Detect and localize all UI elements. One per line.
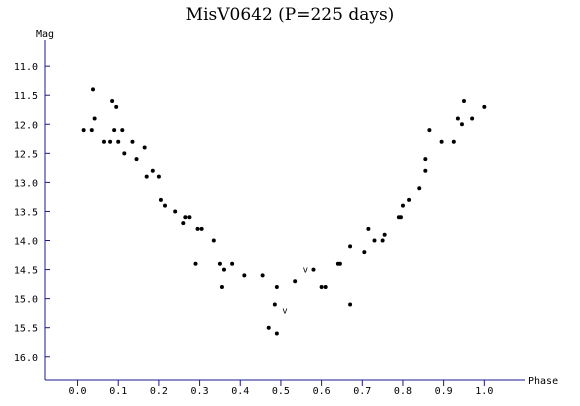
- data-point: [163, 203, 167, 208]
- y-tick-label: 15.0: [14, 295, 38, 306]
- data-point: [187, 215, 192, 220]
- data-points: [81, 87, 487, 336]
- data-point: [455, 116, 460, 121]
- x-tick-label: 0.8: [394, 386, 412, 397]
- data-point: [398, 215, 403, 220]
- y-tick-label: 14.5: [14, 266, 38, 277]
- data-point: [144, 174, 149, 179]
- data-point: [323, 285, 328, 290]
- data-point: [348, 244, 353, 249]
- data-point: [156, 174, 161, 179]
- data-point: [221, 267, 226, 272]
- data-point: [274, 331, 279, 336]
- data-point: [122, 151, 127, 156]
- x-ticks: 0.0 0.1 0.2 0.3 0.4 0.5 0.6 0.7 0.8 0.9 1.0: [69, 380, 493, 397]
- data-point: [195, 226, 200, 231]
- x-tick-label: 0.4: [231, 386, 249, 397]
- y-tick-label: 11.5: [14, 91, 38, 102]
- data-point: [272, 302, 277, 307]
- data-point: [150, 168, 155, 173]
- y-tick-label: 16.0: [14, 353, 38, 364]
- data-point: [293, 279, 298, 284]
- y-tick-label: 12.5: [14, 149, 38, 160]
- data-point: [116, 139, 121, 144]
- data-point: [461, 99, 466, 104]
- upper-limit-marker: v: [303, 266, 308, 276]
- data-point: [266, 325, 271, 330]
- data-point: [81, 128, 86, 133]
- data-point: [110, 99, 115, 104]
- data-point: [274, 285, 279, 290]
- data-point: [112, 128, 117, 133]
- data-point: [219, 285, 224, 290]
- x-tick-label: 0.3: [191, 386, 209, 397]
- data-point: [348, 302, 353, 307]
- data-point: [120, 128, 125, 133]
- y-axis-label: Mag: [36, 29, 54, 40]
- chart-title: MisV0642 (P=225 days): [186, 5, 395, 25]
- x-tick-label: 1.0: [475, 386, 493, 397]
- data-point: [439, 139, 444, 144]
- data-point: [423, 168, 428, 173]
- x-tick-label: 0.0: [69, 386, 87, 397]
- data-point: [400, 203, 405, 208]
- data-point: [101, 139, 106, 144]
- data-point: [417, 186, 422, 191]
- data-point: [193, 261, 198, 266]
- x-axis-label: Phase: [528, 376, 558, 387]
- data-point: [382, 232, 387, 237]
- data-point: [130, 139, 135, 144]
- x-tick-label: 0.7: [353, 386, 371, 397]
- x-tick-label: 0.9: [435, 386, 453, 397]
- data-point: [362, 250, 367, 255]
- data-point: [451, 139, 456, 144]
- y-tick-label: 13.5: [14, 207, 38, 218]
- y-tick-label: 11.0: [14, 62, 38, 73]
- data-point: [230, 261, 235, 266]
- x-tick-label: 0.5: [272, 386, 290, 397]
- data-point: [114, 104, 119, 109]
- y-tick-label: 14.0: [14, 237, 38, 248]
- data-point: [372, 238, 377, 243]
- x-tick-label: 0.1: [109, 386, 127, 397]
- data-point: [89, 128, 94, 133]
- data-point: [482, 104, 487, 109]
- data-point: [319, 285, 324, 290]
- data-point: [134, 157, 139, 162]
- y-tick-label: 13.0: [14, 178, 38, 189]
- data-point: [260, 273, 265, 278]
- data-point: [427, 128, 432, 133]
- data-point: [470, 116, 475, 121]
- data-point: [459, 122, 464, 127]
- upper-limit-markers: vv: [282, 266, 308, 317]
- data-point: [311, 267, 316, 272]
- upper-limit-marker: v: [282, 306, 287, 316]
- data-point: [108, 139, 113, 144]
- data-point: [173, 209, 178, 214]
- data-point: [158, 197, 163, 202]
- data-point: [181, 221, 186, 226]
- data-point: [92, 116, 97, 121]
- y-tick-label: 12.0: [14, 120, 38, 131]
- data-point: [380, 238, 385, 243]
- data-point: [142, 145, 147, 150]
- x-tick-label: 0.2: [150, 386, 168, 397]
- data-point: [217, 261, 222, 266]
- data-point: [199, 226, 204, 231]
- data-point: [183, 215, 188, 220]
- y-ticks: 11.0 11.5 12.0 12.5 13.0 13.5 14.0 14.5 15.0 15.5…: [14, 62, 50, 364]
- data-point: [337, 261, 342, 266]
- data-point: [407, 197, 412, 202]
- data-point: [211, 238, 216, 243]
- data-point: [91, 87, 95, 92]
- data-point: [423, 157, 428, 162]
- x-tick-label: 0.6: [313, 386, 331, 397]
- y-tick-label: 15.5: [14, 324, 38, 335]
- data-point: [242, 273, 247, 278]
- data-point: [366, 226, 371, 231]
